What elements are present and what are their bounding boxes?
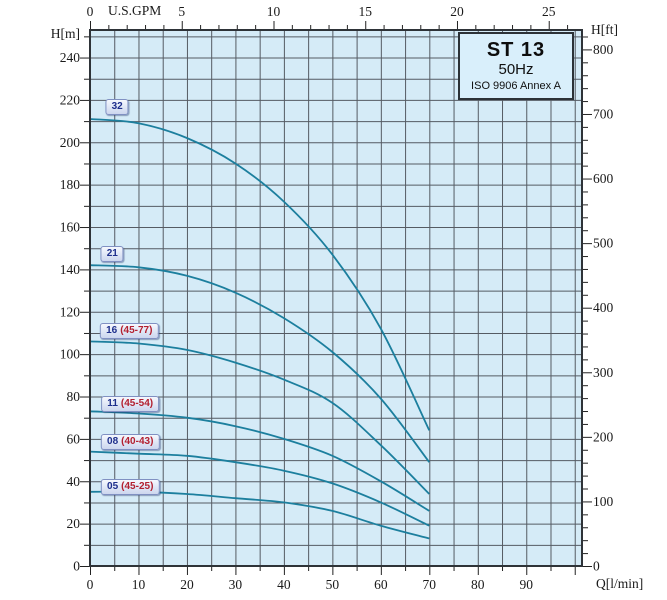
pump-curve-08	[89, 450, 430, 527]
svg-text:10: 10	[267, 4, 281, 19]
svg-text:400: 400	[593, 300, 614, 315]
axis-tick-labels: 0 10 20 30 40 50 60 70 80 900 5 10 15 20 2502040608010…	[60, 4, 614, 592]
right-axis-unit-label: H[ft]	[591, 22, 618, 37]
axis-ticks	[80, 21, 592, 575]
svg-text:140: 140	[60, 262, 81, 277]
svg-text:300: 300	[593, 365, 614, 380]
svg-text:0: 0	[87, 577, 94, 592]
left-axis-unit-label: H[m]	[50, 26, 80, 41]
svg-text:40: 40	[67, 474, 81, 489]
pump-standard: ISO 9906 Annex A	[471, 79, 561, 92]
curve-stage-number: 32	[111, 101, 123, 113]
curve-stage-number: 08	[107, 436, 119, 448]
pump-model-title: ST 13	[486, 38, 546, 61]
svg-text:180: 180	[60, 177, 81, 192]
svg-text:200: 200	[593, 429, 614, 444]
svg-text:20: 20	[67, 516, 81, 531]
curve-flow-range: (45-77)	[120, 325, 153, 337]
curve-flow-range: (40-43)	[121, 436, 154, 448]
curve-label-11: 11 (45-54)	[101, 396, 160, 413]
svg-text:25: 25	[542, 4, 556, 19]
svg-text:80: 80	[471, 577, 485, 592]
curve-label-16: 16 (45-77)	[100, 323, 159, 340]
svg-text:200: 200	[60, 135, 81, 150]
svg-text:10: 10	[132, 577, 146, 592]
curve-label-32: 32	[105, 99, 129, 116]
pump-curve-32	[89, 118, 431, 431]
plot-background	[90, 30, 582, 566]
curve-flow-range: (45-54)	[120, 398, 154, 410]
svg-text:20: 20	[450, 4, 464, 19]
plot-border	[89, 29, 583, 567]
curve-label-05: 05 (45-25)	[101, 478, 160, 495]
pump-curve-11	[89, 410, 430, 512]
pump-frequency: 50Hz	[498, 60, 534, 78]
svg-text:240: 240	[60, 50, 81, 65]
curve-stage-number: 05	[107, 480, 119, 492]
top-axis-unit-label: U.S.GPM	[108, 3, 162, 18]
svg-text:800: 800	[593, 42, 614, 57]
curve-label-21: 21	[100, 245, 124, 262]
svg-text:50: 50	[326, 577, 340, 592]
curve-flow-range: (45-25)	[121, 480, 154, 492]
svg-text:60: 60	[374, 577, 388, 592]
svg-text:80: 80	[67, 389, 81, 404]
svg-text:90: 90	[520, 577, 534, 592]
curve-stage-number: 16	[106, 325, 118, 337]
svg-text:600: 600	[593, 171, 614, 186]
svg-text:0: 0	[87, 4, 94, 19]
curve-label-08: 08 (40-43)	[101, 434, 160, 451]
svg-text:70: 70	[423, 577, 437, 592]
curve-stage-number: 21	[106, 247, 118, 259]
title-box: ST 13 50Hz ISO 9906 Annex A	[458, 32, 574, 100]
bottom-axis-unit-label: Q[l/min]	[596, 576, 644, 591]
svg-text:60: 60	[67, 431, 81, 446]
svg-text:15: 15	[358, 4, 372, 19]
svg-text:120: 120	[60, 304, 81, 319]
svg-text:500: 500	[593, 236, 614, 251]
svg-text:220: 220	[60, 92, 81, 107]
svg-text:20: 20	[180, 577, 194, 592]
svg-text:5: 5	[178, 4, 185, 19]
svg-text:160: 160	[60, 220, 81, 235]
pump-curve-16	[89, 340, 430, 495]
curve-stage-number: 11	[107, 398, 118, 410]
pump-curves	[89, 118, 431, 540]
svg-text:40: 40	[277, 577, 291, 592]
svg-text:0: 0	[593, 559, 600, 574]
svg-text:100: 100	[593, 494, 614, 509]
pump-curve-21	[89, 264, 431, 463]
svg-text:0: 0	[73, 559, 80, 574]
svg-text:100: 100	[60, 347, 81, 362]
svg-text:700: 700	[593, 106, 614, 121]
svg-text:30: 30	[229, 577, 243, 592]
